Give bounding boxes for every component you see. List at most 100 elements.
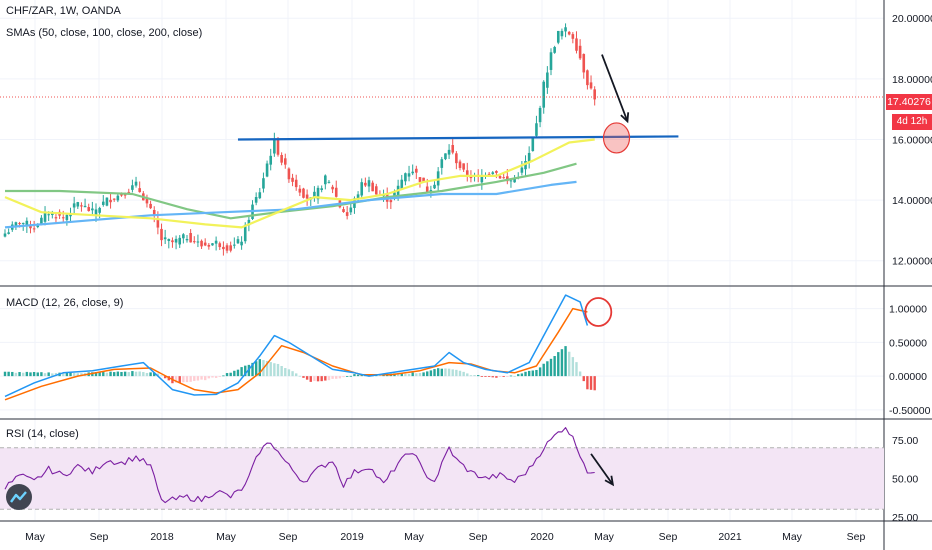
candle-body bbox=[458, 161, 462, 168]
macd-histogram-bar bbox=[214, 376, 218, 378]
macd-histogram-bar bbox=[18, 372, 21, 377]
macd-histogram-bar bbox=[513, 375, 516, 377]
rsi-down-arrow-head bbox=[604, 475, 615, 487]
macd-histogram-bar bbox=[338, 376, 342, 379]
macd-histogram-bar bbox=[298, 375, 302, 377]
candle-body bbox=[156, 218, 160, 228]
candle-body bbox=[578, 45, 582, 59]
macd-histogram-bar bbox=[127, 372, 130, 377]
time-tick-label: May bbox=[216, 531, 237, 543]
macd-histogram-bar bbox=[43, 373, 47, 377]
time-axis[interactable]: May Sep 2018 May Sep 2019 May Sep 2020 May Sep 2021… bbox=[25, 531, 865, 543]
macd-histogram-bar bbox=[116, 371, 120, 377]
candle-body bbox=[560, 30, 564, 37]
rsi-pane[interactable] bbox=[0, 427, 884, 510]
macd-histogram-bar bbox=[560, 349, 564, 377]
candle-body bbox=[447, 149, 451, 155]
candle-body bbox=[356, 194, 360, 200]
macd-histogram-bar bbox=[458, 370, 462, 377]
macd-histogram-bar bbox=[280, 366, 283, 377]
candle-body bbox=[138, 188, 141, 193]
macd-histogram-bar bbox=[291, 371, 294, 377]
macd-histogram-bar bbox=[444, 368, 447, 377]
macd-histogram-bar bbox=[495, 376, 498, 378]
candle-body bbox=[433, 184, 436, 189]
macd-histogram-bar bbox=[589, 376, 593, 390]
candle-body bbox=[462, 163, 465, 170]
candle-body bbox=[214, 240, 218, 244]
candle-body bbox=[149, 203, 152, 209]
macd-histogram-bar bbox=[480, 376, 484, 377]
candle-body bbox=[247, 219, 251, 226]
rsi-legend[interactable]: RSI (14, close) bbox=[6, 428, 79, 440]
macd-pane[interactable] bbox=[3, 294, 596, 401]
candle-body bbox=[233, 244, 236, 246]
sma-legend[interactable]: SMAs (50, close, 100, close, 200, close) bbox=[6, 27, 203, 39]
macd-histogram-bar bbox=[305, 376, 309, 380]
candle-body bbox=[589, 82, 593, 89]
macd-histogram-bar bbox=[240, 367, 243, 377]
candle-body bbox=[327, 181, 331, 183]
macd-histogram-bar bbox=[466, 373, 469, 377]
candle-body bbox=[302, 188, 305, 198]
macd-histogram-bar bbox=[7, 371, 10, 377]
candle-body bbox=[316, 187, 320, 200]
candle-body bbox=[535, 123, 538, 136]
macd-histogram-bar bbox=[440, 368, 443, 377]
candle-body bbox=[171, 240, 174, 243]
price-axis[interactable]: 20.00000 18.00000 16.00000 14.00000 12.00000… bbox=[889, 13, 932, 524]
candle-body bbox=[582, 54, 586, 73]
macd-signal-line bbox=[4, 307, 588, 401]
candle-body bbox=[262, 178, 265, 189]
macd-tick-label: 1.00000 bbox=[889, 304, 927, 316]
macd-histogram-bar bbox=[200, 376, 203, 380]
candle-body bbox=[211, 243, 214, 246]
time-tick-label: 2018 bbox=[150, 531, 174, 543]
macd-histogram-bar bbox=[207, 376, 211, 379]
macd-histogram-bar bbox=[498, 376, 502, 377]
candle-body bbox=[43, 212, 47, 222]
time-tick-label: Sep bbox=[469, 531, 488, 543]
candle-body bbox=[276, 139, 280, 155]
time-tick-label: May bbox=[594, 531, 615, 543]
time-tick-label: 2019 bbox=[340, 531, 364, 543]
macd-legend[interactable]: MACD (12, 26, close, 9) bbox=[6, 297, 124, 309]
candle-body bbox=[331, 186, 334, 190]
macd-histogram-bar bbox=[62, 372, 65, 377]
macd-histogram-bar bbox=[571, 357, 575, 377]
symbol-title[interactable]: CHF/ZAR, 1W, OANDA bbox=[6, 5, 121, 17]
price-pane[interactable] bbox=[0, 23, 884, 256]
candle-body bbox=[593, 89, 596, 100]
rsi-tick-label: 75.00 bbox=[892, 435, 918, 447]
candle-body bbox=[127, 191, 131, 193]
macd-histogram-bar bbox=[568, 351, 571, 377]
time-tick-label: Sep bbox=[659, 531, 678, 543]
macd-histogram-bar bbox=[509, 375, 513, 377]
macd-histogram-bar bbox=[553, 356, 556, 377]
candle-body bbox=[105, 197, 109, 206]
macd-histogram-bar bbox=[309, 376, 312, 382]
candle-body bbox=[407, 173, 411, 177]
macd-histogram-bar bbox=[273, 363, 276, 377]
candle-body bbox=[25, 220, 29, 226]
candle-body bbox=[567, 31, 571, 35]
candle-body bbox=[546, 72, 549, 88]
sma50-line bbox=[4, 138, 595, 229]
annotations[interactable] bbox=[584, 54, 631, 487]
candle-body bbox=[313, 191, 316, 198]
sma200-line bbox=[4, 180, 577, 229]
macd-histogram-bar bbox=[149, 372, 152, 377]
tradingview-logo-icon[interactable] bbox=[6, 484, 32, 510]
candle-body bbox=[305, 194, 309, 199]
sma100-line bbox=[5, 162, 577, 220]
macd-histogram-bar bbox=[225, 373, 229, 377]
macd-histogram-bar bbox=[546, 361, 549, 377]
macd-histogram-bar bbox=[145, 372, 149, 377]
candle-body bbox=[294, 179, 298, 188]
candle-body bbox=[203, 242, 207, 246]
macd-histogram-bar bbox=[3, 371, 7, 377]
candle-body bbox=[527, 152, 531, 163]
macd-histogram-bar bbox=[316, 376, 320, 382]
macd-histogram-bar bbox=[295, 373, 298, 377]
candle-body bbox=[87, 207, 91, 212]
